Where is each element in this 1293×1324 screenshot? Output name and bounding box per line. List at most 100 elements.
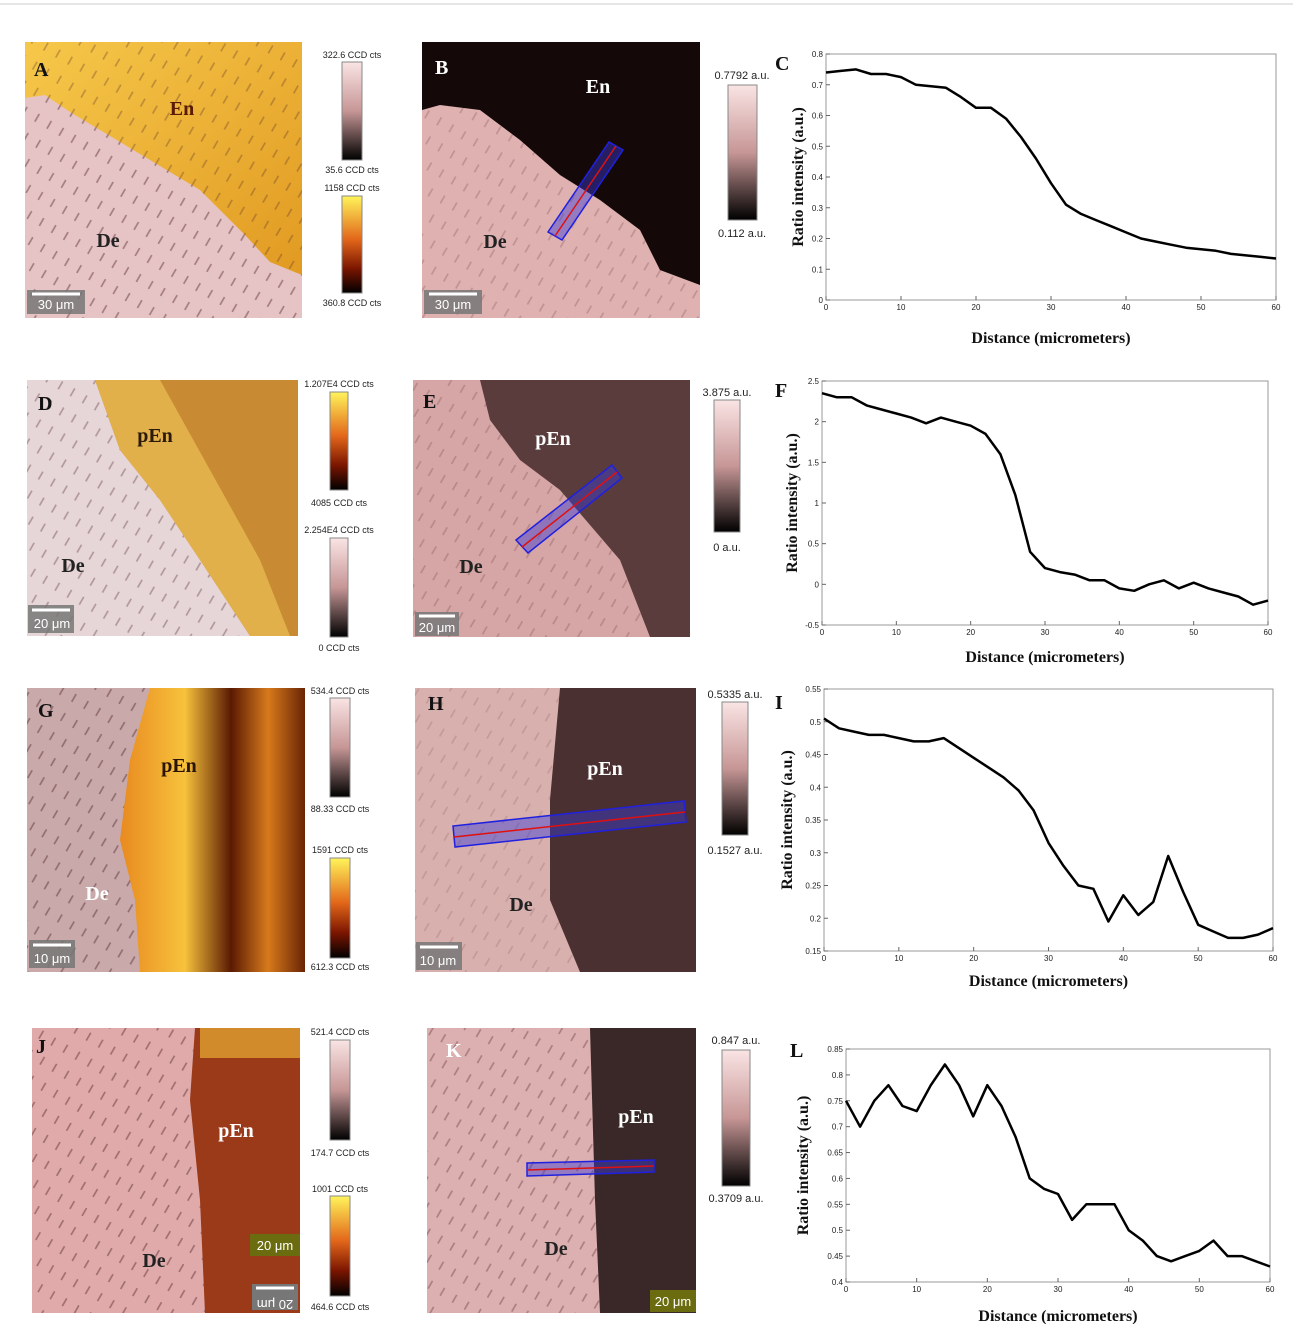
x-axis-label: Distance (micrometers)	[965, 649, 1124, 666]
colorbar-min: 0.3709 a.u.	[708, 1193, 763, 1205]
y-tick-label: -0.5	[805, 621, 819, 630]
scale-bar-label: 20 μm	[419, 620, 455, 635]
region-label: pEn	[218, 1120, 254, 1142]
scale-bar-label: 10 μm	[420, 953, 456, 968]
y-tick-label: 0.3	[812, 204, 824, 213]
y-tick-label: 0.8	[812, 50, 824, 59]
x-tick-label: 10	[892, 628, 901, 637]
panel-g-image	[27, 688, 305, 972]
panel-label: D	[38, 393, 52, 415]
panel-a-image	[25, 42, 302, 318]
x-tick-label: 50	[1197, 303, 1206, 312]
y-axis-label: Ratio intensity (a.u.)	[790, 107, 807, 247]
panel-texts: A En De 30 μm 322.6 CCD cts 35.6 CCD cts…	[34, 50, 770, 1312]
region-label: En	[586, 76, 610, 98]
y-tick-label: 0.1	[812, 265, 824, 274]
scale-bar-label: 30 μm	[435, 297, 471, 312]
y-tick-label: 0.85	[827, 1045, 843, 1054]
y-tick-label: 0.6	[812, 112, 824, 121]
panel-b-image	[422, 42, 700, 318]
panel-h-image	[415, 688, 696, 972]
x-tick-label: 50	[1194, 954, 1203, 963]
y-tick-label: 0.3	[810, 849, 822, 858]
region-label: De	[85, 883, 108, 905]
colorbar-max: 0.847 a.u.	[712, 1035, 761, 1047]
scale-bar-label: 30 μm	[38, 297, 74, 312]
colorbar-min: 4085 CCD cts	[311, 498, 368, 508]
panel-label: I	[775, 692, 783, 714]
colorbar-max: 0.7792 a.u.	[714, 70, 769, 82]
colorbar-max: 3.875 a.u.	[703, 387, 752, 399]
region-label: De	[96, 230, 119, 252]
y-tick-label: 0.7	[812, 81, 824, 90]
region-label: De	[483, 231, 506, 253]
x-tick-label: 50	[1195, 1285, 1204, 1294]
panel-label: L	[790, 1040, 803, 1062]
colorbars	[329, 61, 758, 1297]
y-tick-label: 0.25	[805, 882, 821, 891]
y-tick-label: 0.2	[810, 914, 822, 923]
panel-label: J	[36, 1036, 46, 1058]
scale-bar-label: 20 μm	[257, 1297, 293, 1312]
x-tick-label: 30	[1047, 303, 1056, 312]
y-tick-label: 0.5	[812, 142, 824, 151]
y-tick-label: 0.8	[832, 1071, 844, 1080]
region-label: De	[509, 894, 532, 916]
y-tick-label: 0.55	[827, 1200, 843, 1209]
x-tick-label: 60	[1272, 303, 1281, 312]
y-axis-label: Ratio intensity (a.u.)	[795, 1096, 812, 1236]
region-label: De	[544, 1238, 567, 1260]
colorbar-max: 2.254E4 CCD cts	[304, 525, 374, 535]
x-tick-label: 20	[966, 628, 975, 637]
data-line	[821, 391, 1269, 606]
y-tick-label: 0.5	[810, 718, 822, 727]
x-tick-label: 30	[1054, 1285, 1063, 1294]
region-label: En	[170, 98, 194, 120]
region-label: pEn	[618, 1106, 654, 1128]
x-axis-label: Distance (micrometers)	[978, 1308, 1137, 1324]
x-axis-label: Distance (micrometers)	[971, 330, 1130, 347]
colorbar-max: 322.6 CCD cts	[323, 50, 382, 60]
x-tick-label: 0	[822, 954, 827, 963]
panel-d-image	[27, 380, 298, 636]
y-tick-label: 0.55	[805, 685, 821, 694]
colorbar-min: 464.6 CCD cts	[311, 1302, 370, 1312]
data-line	[844, 1063, 1271, 1268]
data-line	[825, 68, 1277, 260]
x-tick-label: 10	[894, 954, 903, 963]
x-tick-label: 20	[969, 954, 978, 963]
x-tick-label: 40	[1122, 303, 1131, 312]
colorbar-min: 174.7 CCD cts	[311, 1148, 370, 1158]
region-label: pEn	[161, 755, 197, 777]
panel-k-image	[427, 1028, 696, 1313]
scale-bar-label: 10 μm	[34, 951, 70, 966]
region-label: De	[459, 556, 482, 578]
x-tick-label: 0	[844, 1285, 849, 1294]
scale-bar-label: 20 μm	[257, 1238, 293, 1253]
colorbar-min: 0.112 a.u.	[718, 228, 766, 240]
region-label: pEn	[587, 758, 623, 780]
y-tick-label: 2.5	[808, 377, 820, 386]
region-label: De	[61, 555, 84, 577]
colorbar-max: 534.4 CCD cts	[311, 686, 370, 696]
y-tick-label: 0.6	[832, 1174, 844, 1183]
panel-label: G	[38, 700, 54, 722]
x-tick-label: 0	[824, 303, 829, 312]
x-tick-label: 40	[1119, 954, 1128, 963]
y-tick-label: 0.75	[827, 1097, 843, 1106]
y-axis-label: Ratio intensity (a.u.)	[779, 750, 796, 890]
x-tick-label: 20	[972, 303, 981, 312]
y-tick-label: 0	[819, 296, 824, 305]
x-tick-label: 30	[1041, 628, 1050, 637]
colorbar-max: 521.4 CCD cts	[311, 1027, 370, 1037]
y-tick-label: 0.4	[812, 173, 824, 182]
y-tick-label: 0.7	[832, 1123, 844, 1132]
y-tick-label: 0.4	[832, 1278, 844, 1287]
x-tick-label: 50	[1189, 628, 1198, 637]
y-tick-label: 0.15	[805, 947, 821, 956]
x-axis-label: Distance (micrometers)	[969, 973, 1128, 990]
x-tick-label: 40	[1115, 628, 1124, 637]
y-tick-label: 0.45	[827, 1252, 843, 1261]
y-tick-label: 1	[815, 499, 820, 508]
